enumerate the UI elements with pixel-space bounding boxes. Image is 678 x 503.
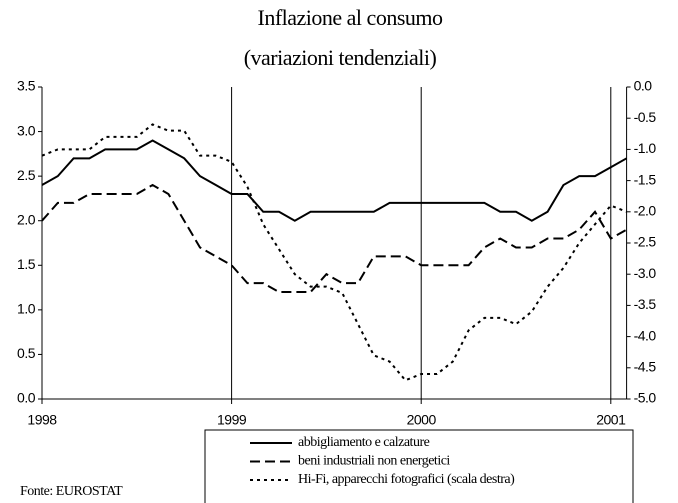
y2-tick-label: -0.5 xyxy=(634,109,657,125)
y-tick-label: 1.5 xyxy=(17,256,36,272)
y2-tick-label: -3.5 xyxy=(634,296,657,312)
y-tick-label: 2.5 xyxy=(17,167,36,183)
y2-tick-label: -1.0 xyxy=(634,140,657,156)
y2-tick-label: -2.0 xyxy=(634,203,657,219)
series-line xyxy=(41,123,627,382)
y2-tick-label: -3.0 xyxy=(634,265,657,281)
y-tick-label: 0.0 xyxy=(17,390,36,406)
series-line xyxy=(41,139,628,222)
y2-tick-label: 0.0 xyxy=(634,78,653,94)
y2-tick-label: -5.0 xyxy=(634,390,657,406)
x-tick-label: 1998 xyxy=(27,412,57,428)
series-line xyxy=(41,183,628,294)
legend-label: Hi-Fi, apparecchi fotografici (scala des… xyxy=(298,472,515,487)
source-note: Fonte: EUROSTAT xyxy=(20,484,123,499)
y2-tick-label: -4.5 xyxy=(634,359,657,375)
y-tick-label: 3.0 xyxy=(17,122,36,138)
chart-title: Inflazione al consumo xyxy=(258,5,443,30)
legend-label: beni industriali non energetici xyxy=(298,454,450,469)
x-tick-label: 2000 xyxy=(407,412,437,428)
y2-tick-label: -2.5 xyxy=(634,234,657,250)
y-tick-label: 1.0 xyxy=(17,301,36,317)
chart-subtitle: (variazioni tendenziali) xyxy=(244,45,437,70)
y2-tick-label: -1.5 xyxy=(634,171,657,187)
x-tick-label: 2001 xyxy=(596,412,626,428)
y-tick-label: 0.5 xyxy=(17,345,36,361)
y-tick-label: 2.0 xyxy=(17,211,36,227)
x-tick-label: 1999 xyxy=(217,412,247,428)
y-tick-label: 3.5 xyxy=(17,78,36,94)
y2-tick-label: -4.0 xyxy=(634,327,657,343)
legend-box xyxy=(204,429,634,503)
legend-label: abbigliamento e calzature xyxy=(298,435,430,450)
